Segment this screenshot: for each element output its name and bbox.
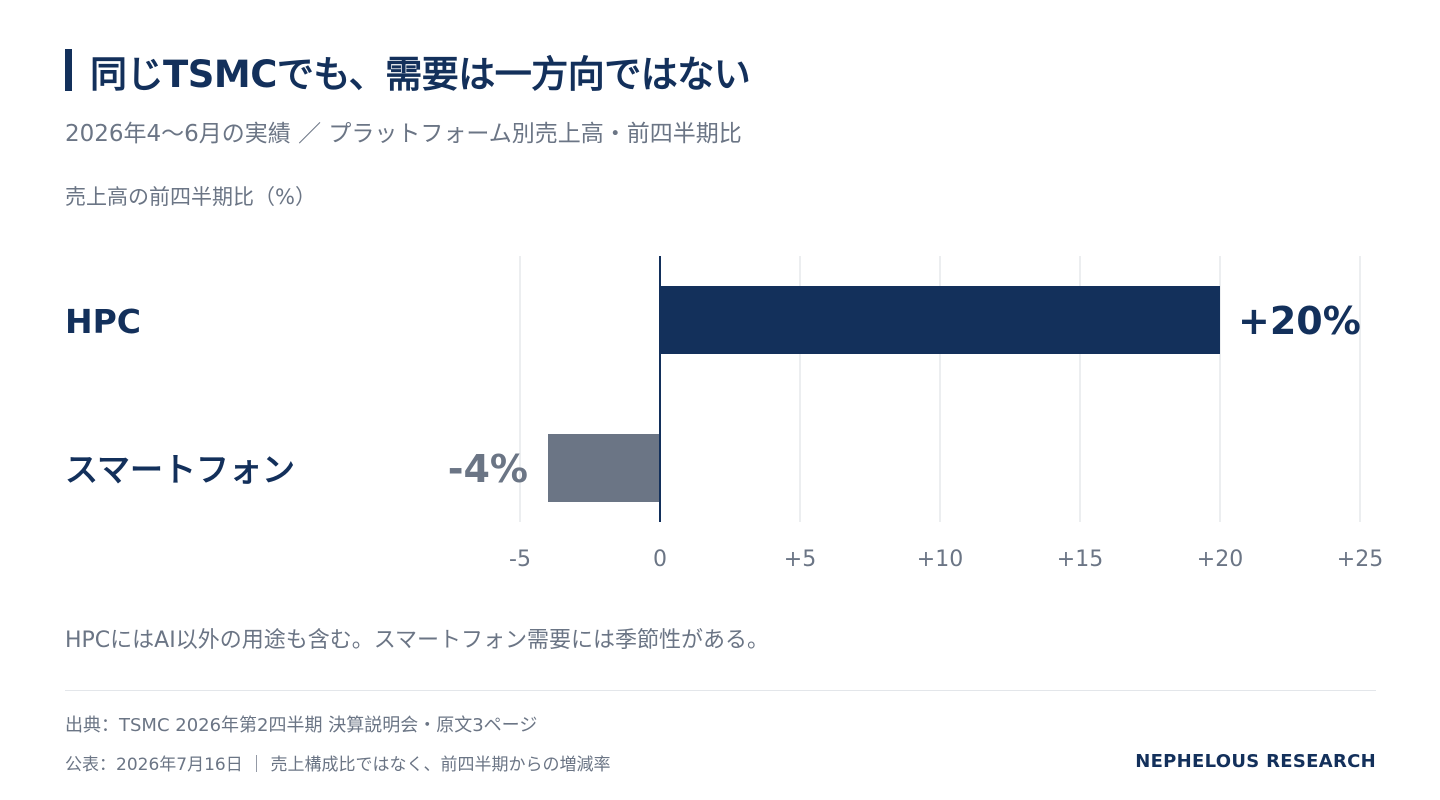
data-label: +20% bbox=[1238, 299, 1361, 343]
brand-logo: NEPHELOUS RESEARCH bbox=[1135, 751, 1376, 772]
bar-0 bbox=[660, 286, 1220, 354]
tick-label: +20 bbox=[1197, 547, 1243, 572]
footer-divider bbox=[65, 690, 1376, 691]
title-accent-bar bbox=[65, 49, 72, 91]
tick-label: +10 bbox=[917, 547, 963, 572]
category-label: スマートフォン bbox=[65, 450, 295, 489]
chart-note: HPCにはAI以外の用途も含む。スマートフォン需要には季節性がある。 bbox=[65, 628, 770, 653]
page-subtitle: 2026年4〜6月の実績 ／ プラットフォーム別売上高・前四半期比 bbox=[65, 121, 742, 147]
tick-label: -5 bbox=[509, 547, 531, 572]
page-title: 同じTSMCでも、需要は一方向ではない bbox=[90, 53, 751, 96]
source-text: 出典：TSMC 2026年第2四半期 決算説明会・原文3ページ bbox=[65, 715, 538, 736]
bar-1 bbox=[548, 434, 660, 502]
tick-label: 0 bbox=[653, 547, 667, 572]
tick-label: +15 bbox=[1057, 547, 1103, 572]
published-text: 公表：2026年7月16日 ｜ 売上構成比ではなく、前四半期からの増減率 bbox=[65, 755, 611, 775]
category-label: HPC bbox=[65, 302, 141, 341]
axis-caption: 売上高の前四半期比（%） bbox=[65, 185, 316, 209]
data-label: -4% bbox=[448, 447, 528, 491]
tick-label: +5 bbox=[784, 547, 816, 572]
tick-label: +25 bbox=[1337, 547, 1383, 572]
